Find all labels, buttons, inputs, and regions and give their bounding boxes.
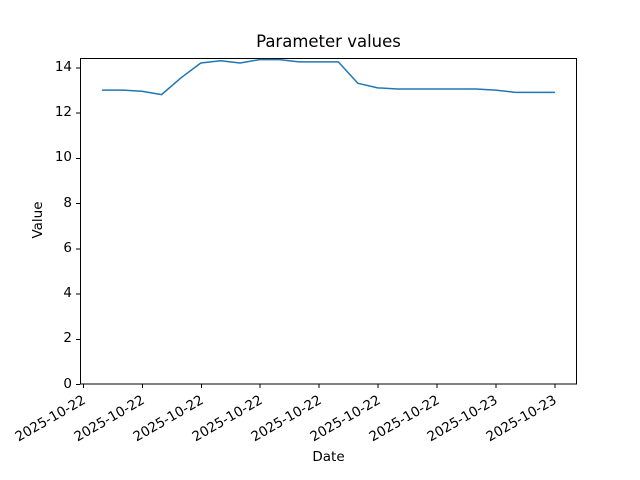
plot-border	[80, 58, 577, 385]
y-tick-label: 10	[54, 149, 72, 166]
y-tick-label: 14	[54, 58, 72, 75]
y-tick-label: 6	[63, 239, 72, 256]
chart-title: Parameter values	[256, 32, 401, 51]
x-axis-label: Date	[312, 449, 345, 465]
y-tick-label: 12	[54, 104, 72, 121]
y-tick-label: 0	[63, 375, 72, 392]
data-line-parameter	[101, 58, 556, 96]
y-tick-label: 8	[63, 194, 72, 211]
y-tick-label: 4	[63, 285, 72, 302]
y-tick-label: 2	[63, 330, 72, 347]
y-axis-label: Value	[30, 201, 46, 239]
